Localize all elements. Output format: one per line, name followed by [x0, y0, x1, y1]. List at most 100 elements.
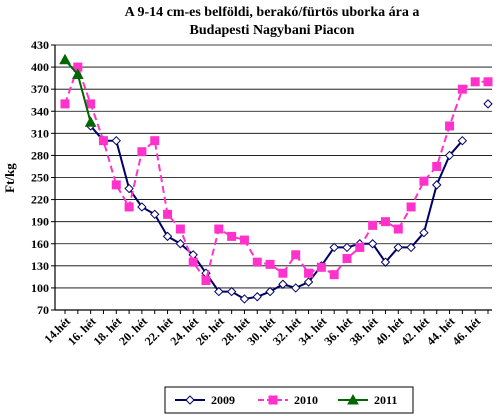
data-point: [265, 286, 275, 297]
y-tick-label: 310: [31, 126, 49, 140]
data-point: [150, 209, 160, 220]
chart-title-line-1: A 9-14 cm-es belföldi, berakó/fürtös ubo…: [125, 5, 420, 20]
x-tick-label: 42. hét: [398, 314, 432, 348]
x-tick-label: 16. hét: [65, 314, 99, 348]
y-tick-label: 160: [31, 237, 49, 251]
x-tick-label: 44. hét: [424, 314, 458, 348]
data-point: [214, 286, 224, 297]
legend-item-2009: 2009: [175, 393, 235, 407]
data-point: [406, 202, 416, 212]
data-point: [60, 99, 70, 109]
data-point: [185, 395, 195, 405]
data-point: [393, 224, 403, 234]
data-point: [111, 180, 121, 190]
x-tick-label: 34. hét: [296, 314, 330, 348]
data-point: [239, 235, 249, 245]
data-point: [470, 77, 480, 87]
y-tick-label: 400: [31, 60, 49, 74]
data-point: [432, 180, 442, 190]
data-point: [227, 231, 237, 241]
data-point: [226, 286, 237, 297]
legend-box: [164, 386, 414, 414]
y-tick-label: 430: [31, 38, 49, 52]
series-lines: [59, 53, 493, 304]
data-point: [329, 270, 339, 280]
data-point: [201, 276, 211, 286]
data-point: [268, 395, 278, 405]
data-point: [304, 268, 314, 278]
chart-title-line-2: Budapesti Nagybani Piacon: [190, 23, 355, 38]
data-point: [406, 242, 416, 253]
data-point: [342, 242, 352, 253]
y-tick-label: 70: [37, 303, 49, 317]
x-tick-label: 20. hét: [116, 314, 150, 348]
x-tick-label: 26. hét: [193, 314, 227, 348]
data-point: [291, 250, 301, 260]
data-point: [175, 239, 186, 249]
x-tick-label: 38. hét: [347, 314, 381, 348]
data-point: [137, 202, 147, 212]
data-point: [175, 224, 185, 234]
x-tick-label: 18. hét: [90, 314, 124, 348]
y-tick-label: 190: [31, 215, 49, 229]
data-point: [368, 220, 378, 230]
data-point: [355, 242, 365, 252]
data-point: [419, 228, 429, 238]
legend-label: 2010: [294, 393, 318, 407]
y-tick-label: 220: [31, 193, 49, 207]
data-point: [239, 294, 250, 304]
data-point: [303, 277, 314, 287]
y-tick-label: 250: [31, 171, 49, 185]
data-point: [432, 161, 442, 171]
y-tick-label: 100: [31, 281, 49, 295]
x-tick-label: 28. hét: [219, 314, 253, 348]
data-point: [59, 53, 71, 65]
data-point: [483, 77, 493, 87]
y-tick-label: 370: [31, 82, 49, 96]
legend-item-2011: 2011: [338, 393, 397, 407]
series-2009: [85, 99, 493, 304]
legend-label: 2009: [211, 393, 235, 407]
x-tick-label: 46. hét: [449, 314, 483, 348]
y-tick-label: 280: [31, 148, 49, 162]
y-tick-label: 340: [31, 104, 49, 118]
data-point: [188, 257, 198, 267]
series-2011: [59, 53, 97, 127]
series-line-2010: [64, 64, 488, 283]
data-point: [444, 150, 455, 161]
data-point: [483, 99, 493, 109]
data-point: [278, 279, 288, 289]
x-tick-label: 32. hét: [270, 314, 304, 348]
x-tick-label: 24. hét: [167, 314, 201, 348]
series-2010: [60, 62, 493, 286]
data-point: [380, 217, 390, 227]
data-point: [162, 231, 173, 242]
data-point: [137, 147, 147, 157]
data-point: [329, 242, 339, 253]
y-tick-labels: 70 100 130 160 190 220 250 280 310 340 370 400 430: [31, 38, 49, 317]
data-point: [124, 183, 134, 194]
data-point: [445, 121, 455, 131]
x-tick-label: 40. hét: [372, 314, 406, 348]
data-point: [163, 209, 173, 219]
y-tick-label: 130: [31, 259, 49, 273]
data-point: [347, 393, 359, 405]
legend-item-2010: 2010: [258, 393, 318, 407]
axes: [54, 45, 492, 314]
legend-label: 2011: [374, 393, 397, 407]
data-point: [278, 268, 288, 278]
data-point: [393, 242, 403, 253]
data-point: [457, 84, 467, 94]
data-point: [265, 259, 275, 269]
x-tick-label: 36. hét: [321, 314, 355, 348]
data-point: [124, 202, 134, 212]
data-point: [71, 68, 84, 79]
data-point: [316, 262, 326, 272]
data-point: [252, 257, 262, 267]
data-point: [457, 135, 468, 146]
legend: 2009 2010 2011: [175, 393, 397, 407]
x-tick-label: 22. hét: [142, 314, 176, 348]
data-point: [367, 239, 378, 249]
data-point: [98, 136, 108, 146]
